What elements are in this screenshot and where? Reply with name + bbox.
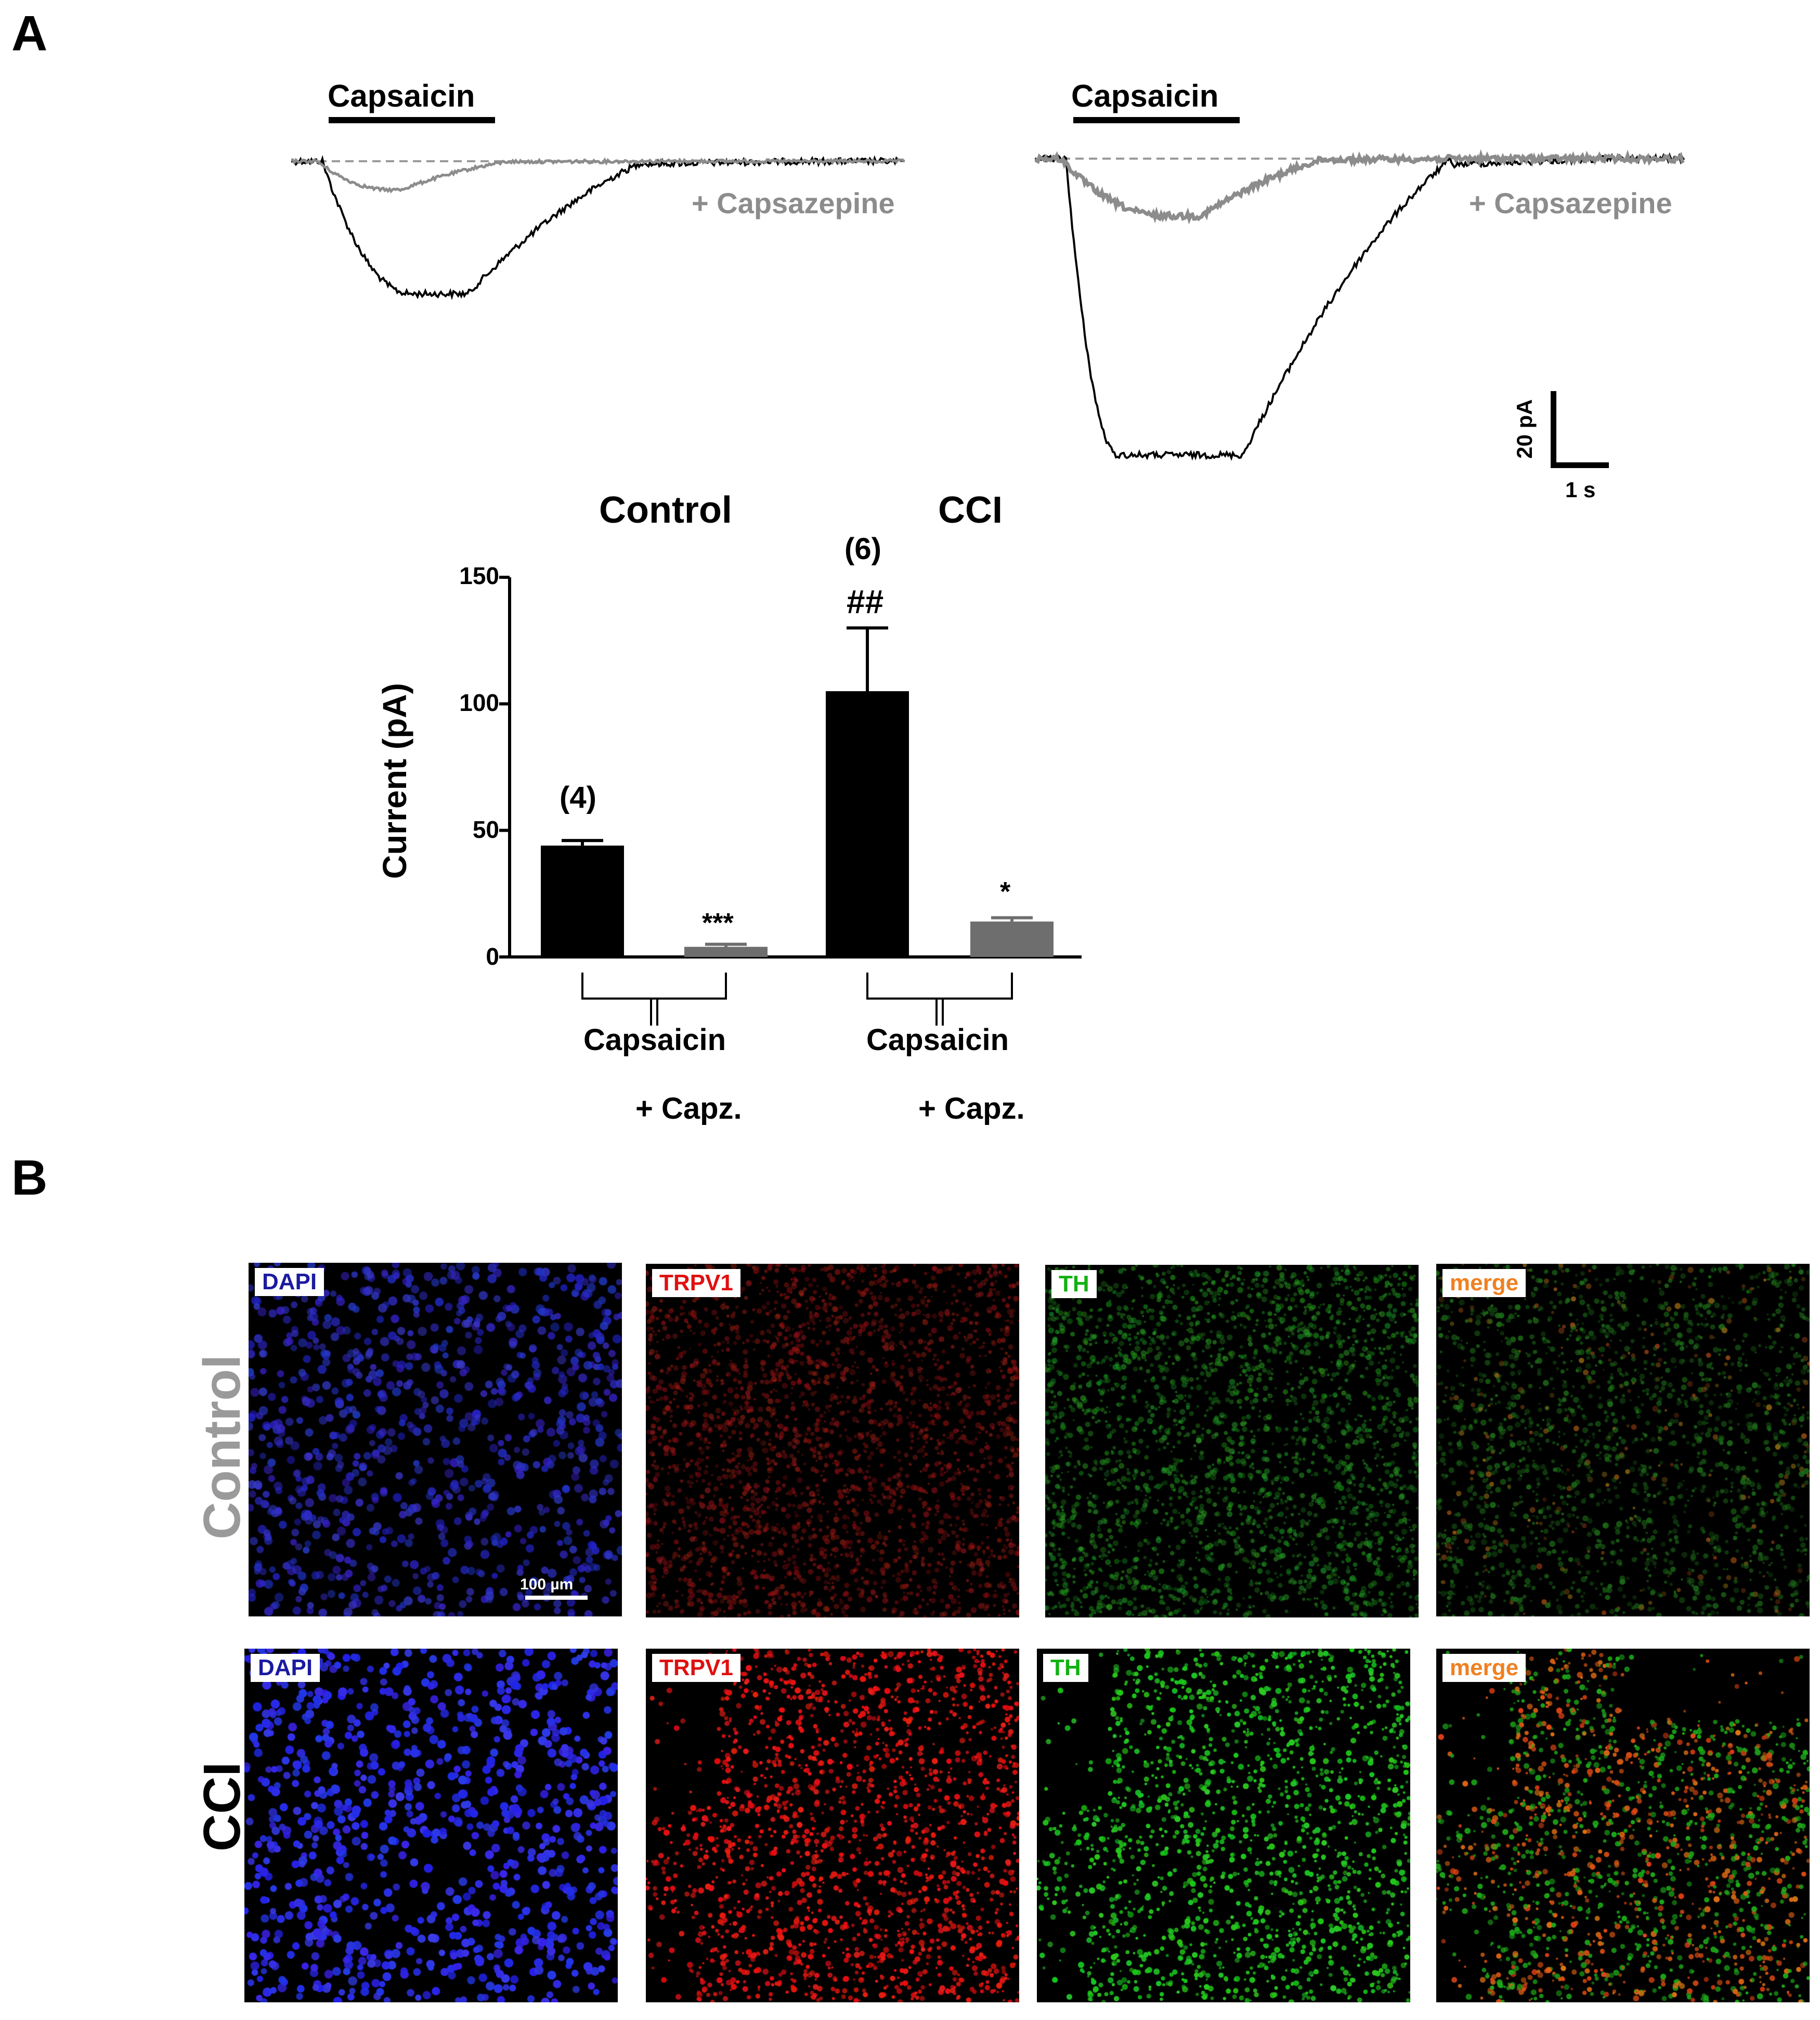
tile-control-trpv1-label: TRPV1 bbox=[652, 1269, 740, 1297]
tile-control-trpv1: TRPV1 bbox=[646, 1264, 1019, 1617]
tile-control-merge: merge bbox=[1436, 1264, 1810, 1616]
trace-left-plot bbox=[291, 154, 905, 301]
tile-control-th: TH bbox=[1045, 1265, 1419, 1617]
trace-right-antagonist-label: + Capsazepine bbox=[1469, 187, 1672, 219]
ytick-label-150: 150 bbox=[459, 562, 499, 589]
xcaption-cci-sub: + Capz. bbox=[918, 1092, 1025, 1125]
n-label-control: (4) bbox=[560, 781, 596, 814]
ytick-label-50: 50 bbox=[472, 816, 499, 843]
tile-cci-th-label: TH bbox=[1043, 1654, 1088, 1682]
row-label-cci: CCI bbox=[193, 1762, 251, 1851]
ytick-label-0: 0 bbox=[486, 943, 499, 970]
micro-scalebar-line bbox=[525, 1596, 588, 1600]
tile-cci-trpv1-image bbox=[646, 1649, 1019, 2002]
xbracket-main-1 bbox=[866, 973, 1013, 1000]
group-title-control: Control bbox=[599, 489, 732, 531]
tile-control-th-image bbox=[1045, 1265, 1419, 1617]
n-label-cci: (6) bbox=[844, 532, 881, 566]
tile-cci-merge-image bbox=[1436, 1649, 1810, 2002]
sig-cci-capsaicin: ## bbox=[847, 583, 884, 620]
tile-cci-merge-label: merge bbox=[1442, 1654, 1526, 1682]
tile-cci-trpv1: TRPV1 bbox=[646, 1649, 1019, 2002]
micro-scalebar-label: 100 µm bbox=[520, 1576, 574, 1593]
scalebar-vertical bbox=[1551, 391, 1556, 468]
ytick-label-100: 100 bbox=[459, 689, 499, 716]
panel-a-letter: A bbox=[11, 6, 48, 61]
panel-b-letter: B bbox=[11, 1150, 48, 1206]
tile-control-merge-label: merge bbox=[1442, 1269, 1526, 1297]
bar-0 bbox=[541, 845, 624, 957]
tile-cci-th-image bbox=[1037, 1649, 1410, 2002]
xcaption-control-sub: + Capz. bbox=[635, 1092, 742, 1125]
bar-2 bbox=[826, 691, 909, 957]
tile-cci-dapi-label: DAPI bbox=[251, 1654, 320, 1682]
tile-control-trpv1-image bbox=[646, 1264, 1019, 1617]
tile-cci-merge: merge bbox=[1436, 1649, 1810, 2002]
xcaption-control-main: Capsaicin bbox=[583, 1023, 726, 1057]
sig-cci-capz: * bbox=[1000, 877, 1011, 907]
tile-cci-trpv1-label: TRPV1 bbox=[652, 1654, 740, 1682]
bar-chart bbox=[499, 576, 1082, 1026]
tile-control-th-label: TH bbox=[1051, 1270, 1097, 1298]
row-label-control: Control bbox=[193, 1354, 251, 1539]
bar-1 bbox=[684, 947, 768, 957]
trace-right-plot bbox=[1035, 149, 1685, 461]
trace-right-capsazepine bbox=[1035, 149, 1685, 225]
trace-left-capsaicin bbox=[291, 154, 904, 301]
tile-cci-dapi: DAPI bbox=[244, 1649, 618, 2002]
trace-left-antagonist-label: + Capsazepine bbox=[692, 187, 895, 219]
scalebar-x-label: 1 s bbox=[1565, 477, 1596, 502]
tile-control-merge-image bbox=[1436, 1264, 1810, 1616]
trace-left-stimulus-label: Capsaicin bbox=[328, 79, 475, 113]
bar-3 bbox=[970, 921, 1054, 957]
xbracket-main-0 bbox=[581, 973, 727, 1000]
tile-cci-dapi-image bbox=[244, 1649, 618, 2002]
xcaption-cci-main: Capsaicin bbox=[866, 1023, 1009, 1057]
scalebar-y-label: 20 pA bbox=[1512, 399, 1571, 484]
tile-control-dapi-label: DAPI bbox=[255, 1268, 324, 1296]
group-title-cci: CCI bbox=[938, 489, 1003, 531]
trace-right-stimulus-bar bbox=[1073, 117, 1240, 123]
tile-cci-th: TH bbox=[1037, 1649, 1410, 2002]
tile-control-dapi: DAPI 100 µm bbox=[249, 1263, 622, 1616]
trace-right-stimulus-label: Capsaicin bbox=[1071, 79, 1219, 113]
sig-control-capz: *** bbox=[702, 908, 734, 938]
trace-left-capsazepine bbox=[291, 157, 905, 193]
scalebar-y-text: 20 pA bbox=[1512, 399, 1537, 459]
chart-ylabel: Current (pA) bbox=[376, 683, 413, 879]
tile-control-dapi-image bbox=[249, 1263, 622, 1616]
trace-left-stimulus-bar bbox=[329, 117, 495, 123]
scalebar-horizontal bbox=[1551, 462, 1609, 468]
